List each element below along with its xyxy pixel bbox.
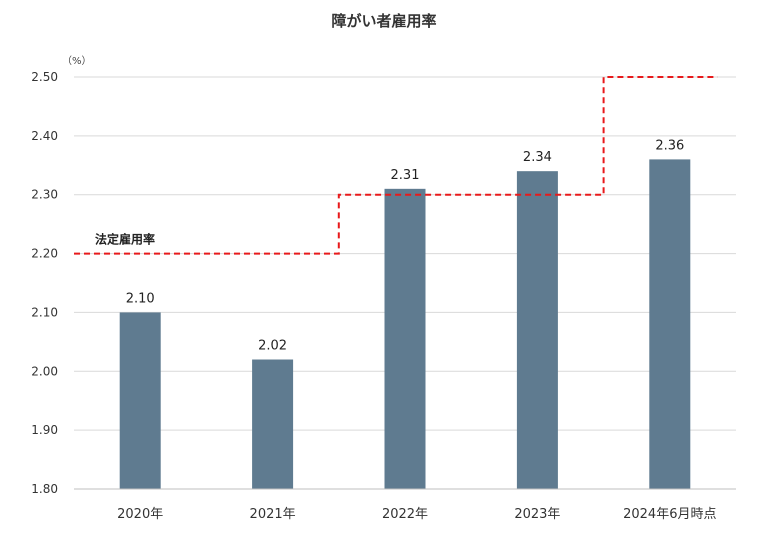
x-axis-categories: 2020年 2021年 2022年 2023年 2024年6月時点 bbox=[117, 507, 716, 522]
bar bbox=[516, 171, 558, 489]
x-category-label: 2023年 bbox=[514, 507, 560, 522]
x-category-label: 2021年 bbox=[250, 507, 296, 522]
data-labels: 2.10 2.02 2.31 2.34 2.36 bbox=[126, 138, 685, 353]
y-tick-label: 2.00 bbox=[31, 364, 58, 378]
y-tick-label: 2.20 bbox=[31, 247, 58, 261]
y-tick-label: 1.90 bbox=[31, 423, 58, 437]
bar bbox=[119, 312, 161, 489]
data-label: 2.34 bbox=[523, 150, 552, 165]
data-label: 2.36 bbox=[655, 138, 684, 153]
y-tick-label: 1.80 bbox=[31, 482, 58, 496]
legal-rate-label: 法定雇用率 bbox=[95, 232, 155, 247]
data-label: 2.10 bbox=[126, 291, 155, 306]
bar bbox=[384, 188, 426, 490]
legal-rate-step-line bbox=[74, 76, 718, 255]
x-category-label: 2020年 bbox=[117, 507, 163, 522]
legal-rate-line bbox=[74, 76, 718, 255]
data-label: 2.02 bbox=[258, 339, 287, 354]
y-axis-unit: （%） bbox=[62, 55, 92, 67]
x-category-label: 2024年6月時点 bbox=[623, 507, 716, 522]
y-tick-label: 2.30 bbox=[31, 188, 58, 202]
bar bbox=[649, 159, 691, 489]
bar bbox=[252, 359, 294, 489]
y-tick-label: 2.50 bbox=[31, 70, 58, 84]
y-tick-label: 2.40 bbox=[31, 129, 58, 143]
data-label: 2.31 bbox=[391, 168, 420, 183]
y-tick-label: 2.10 bbox=[31, 305, 58, 319]
chart-title: 障がい者雇用率 bbox=[331, 12, 436, 30]
y-axis-ticks: 1.80 1.90 2.00 2.10 2.20 2.30 2.40 2.50 bbox=[31, 70, 58, 496]
x-category-label: 2022年 bbox=[382, 507, 428, 522]
bars bbox=[119, 159, 691, 490]
